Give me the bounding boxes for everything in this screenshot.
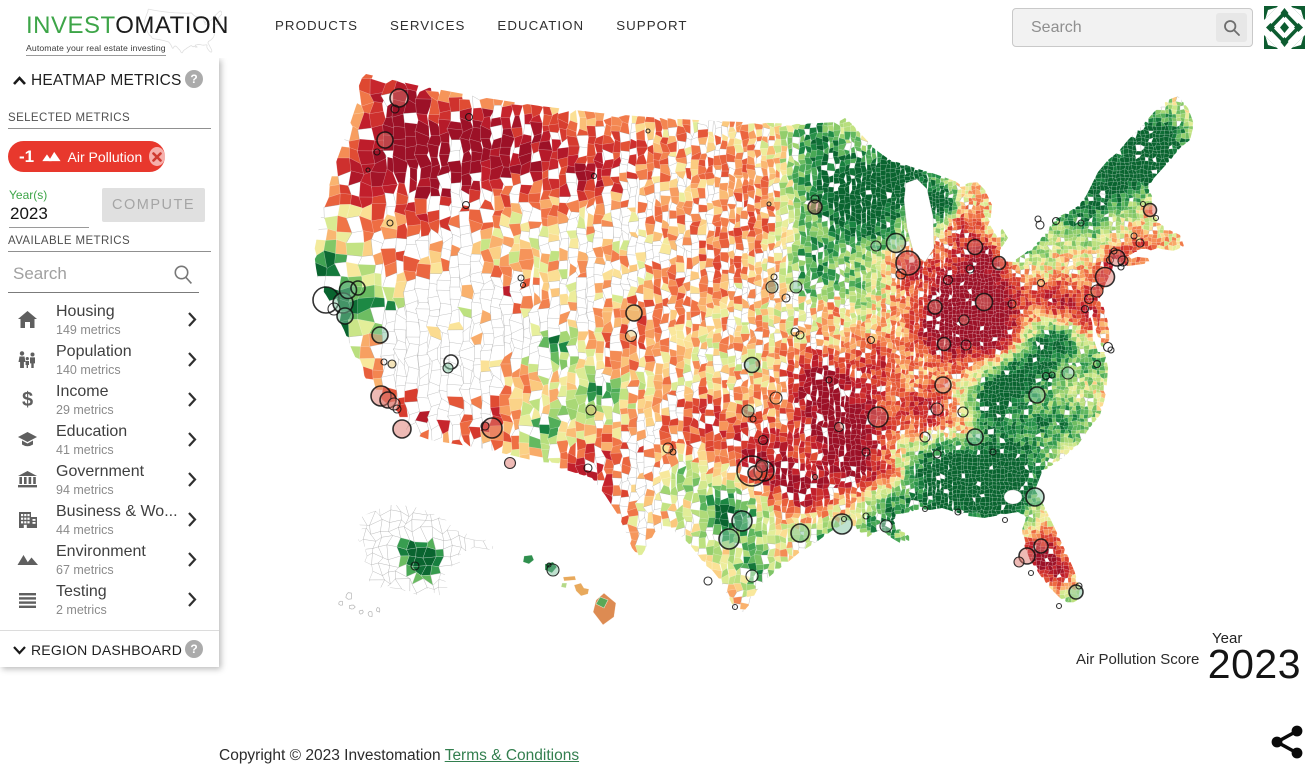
chevron-right-icon xyxy=(188,472,197,487)
top-search-box xyxy=(1012,8,1253,47)
chevron-right-icon xyxy=(188,352,197,367)
year-input[interactable] xyxy=(9,202,89,228)
chevron-right-icon xyxy=(188,512,197,527)
metrics-search xyxy=(8,261,199,293)
available-metrics-label: AVAILABLE METRICS xyxy=(8,235,131,247)
chevron-right-icon xyxy=(188,592,197,607)
panel-title: HEATMAP METRICS xyxy=(31,72,182,89)
nav-menu: PRODUCTS SERVICES EDUCATION SUPPORT xyxy=(275,0,688,50)
nav-item-support[interactable]: SUPPORT xyxy=(616,17,688,33)
nav-item-products[interactable]: PRODUCTS xyxy=(275,17,359,33)
category-name: Business & Wo... xyxy=(56,503,178,520)
category-name: Income xyxy=(56,383,109,400)
svg-text:$: $ xyxy=(22,389,33,410)
chevron-right-icon xyxy=(188,432,197,447)
map-bubbles xyxy=(312,88,1160,611)
logo[interactable]: INVESTOMATION Automate your real estate … xyxy=(26,8,229,56)
category-row-income[interactable]: $ Income 29 metrics xyxy=(0,380,219,420)
selected-metrics-label: SELECTED METRICS xyxy=(8,112,131,124)
category-name: Testing xyxy=(56,583,107,600)
nav-item-services[interactable]: SERVICES xyxy=(390,17,466,33)
category-row-testing[interactable]: Testing 2 metrics xyxy=(0,580,219,620)
heatmap-help-icon[interactable]: ? xyxy=(185,70,203,88)
graduation-cap-icon xyxy=(18,432,37,447)
metric-weight: -1 xyxy=(19,146,35,166)
category-count: 140 metrics xyxy=(56,363,121,377)
region-dashboard-header[interactable]: REGION DASHBOARD ? xyxy=(0,638,219,664)
map-year-label: Year xyxy=(1212,630,1243,647)
top-search-button[interactable] xyxy=(1216,13,1247,42)
sidebar-divider xyxy=(0,630,219,631)
heatmap-metrics-panel: HEATMAP METRICS ? SELECTED METRICS -1 Ai… xyxy=(0,58,219,667)
heatmap-metrics-header[interactable]: HEATMAP METRICS ? xyxy=(0,70,219,94)
nav-item-education[interactable]: EDUCATION xyxy=(497,17,585,33)
logo-text: INVESTOMATION xyxy=(26,14,229,38)
logo-tagline: Automate your real estate investing xyxy=(26,43,166,56)
category-row-population[interactable]: Population 140 metrics xyxy=(0,340,219,380)
selected-metric-pill[interactable]: -1 Air Pollution xyxy=(8,141,165,172)
logo-text-invest: INVEST xyxy=(26,12,116,39)
region-dashboard-help-icon[interactable]: ? xyxy=(185,640,203,658)
category-name: Environment xyxy=(56,543,146,560)
metric-category-list: Housing 149 metrics Population 140 metrics $… xyxy=(0,300,219,620)
chevron-down-icon xyxy=(13,646,26,655)
category-count: 41 metrics xyxy=(56,443,114,457)
category-row-government[interactable]: Government 94 metrics xyxy=(0,460,219,500)
logo-usa-outline-icon xyxy=(144,8,222,54)
alaska-inset xyxy=(356,505,495,596)
available-metrics-divider xyxy=(8,251,211,252)
dollar-icon: $ xyxy=(22,389,33,410)
year-label: Year(s) xyxy=(9,188,48,202)
people-icon xyxy=(18,351,35,368)
category-name: Housing xyxy=(56,303,115,320)
region-dashboard-title: REGION DASHBOARD xyxy=(31,642,182,658)
category-count: 67 metrics xyxy=(56,563,114,577)
copyright-text: Copyright © 2023 Investomation xyxy=(219,747,445,764)
chevron-right-icon xyxy=(188,552,197,567)
chevron-up-icon xyxy=(13,76,26,85)
map-legend-title: Air Pollution Score xyxy=(1076,651,1200,668)
category-row-education[interactable]: Education 41 metrics xyxy=(0,420,219,460)
remove-metric-button[interactable] xyxy=(149,147,165,166)
share-icon[interactable] xyxy=(1270,723,1304,761)
list-lines-icon xyxy=(19,593,36,608)
search-icon xyxy=(174,265,192,284)
category-name: Government xyxy=(56,463,145,480)
category-name: Education xyxy=(56,423,128,440)
mountain-icon xyxy=(42,151,61,162)
search-icon xyxy=(1223,19,1240,36)
category-row-business-wo[interactable]: Business & Wo... 44 metrics xyxy=(0,500,219,540)
compute-button[interactable]: COMPUTE xyxy=(102,188,205,222)
map-year-value: 2023 xyxy=(1207,641,1301,687)
category-count: 2 metrics xyxy=(56,603,107,617)
category-row-environment[interactable]: Environment 67 metrics xyxy=(0,540,219,580)
home-icon xyxy=(18,311,37,328)
bank-icon xyxy=(18,471,37,488)
category-count: 149 metrics xyxy=(56,323,121,337)
mountains-icon xyxy=(17,555,38,565)
top-navbar: INVESTOMATION Automate your real estate … xyxy=(0,0,1309,58)
category-count: 29 metrics xyxy=(56,403,114,417)
terms-link[interactable]: Terms & Conditions xyxy=(444,747,580,764)
category-name: Population xyxy=(56,343,132,360)
logo-text-omation: OMATION xyxy=(115,12,229,39)
category-count: 44 metrics xyxy=(56,523,114,537)
chevron-right-icon xyxy=(188,392,197,407)
category-count: 94 metrics xyxy=(56,483,114,497)
metrics-search-input[interactable] xyxy=(8,261,168,284)
metric-name: Air Pollution xyxy=(67,148,143,165)
footer: Copyright © 2023 Investomation Terms & C… xyxy=(219,747,579,765)
category-row-housing[interactable]: Housing 149 metrics xyxy=(0,300,219,340)
close-icon xyxy=(152,151,162,162)
brand-rosette-icon[interactable] xyxy=(1263,5,1306,50)
office-building-icon xyxy=(19,512,37,528)
selected-metrics-divider xyxy=(8,128,211,129)
chevron-right-icon xyxy=(188,312,197,327)
top-search-input[interactable] xyxy=(1013,9,1213,46)
